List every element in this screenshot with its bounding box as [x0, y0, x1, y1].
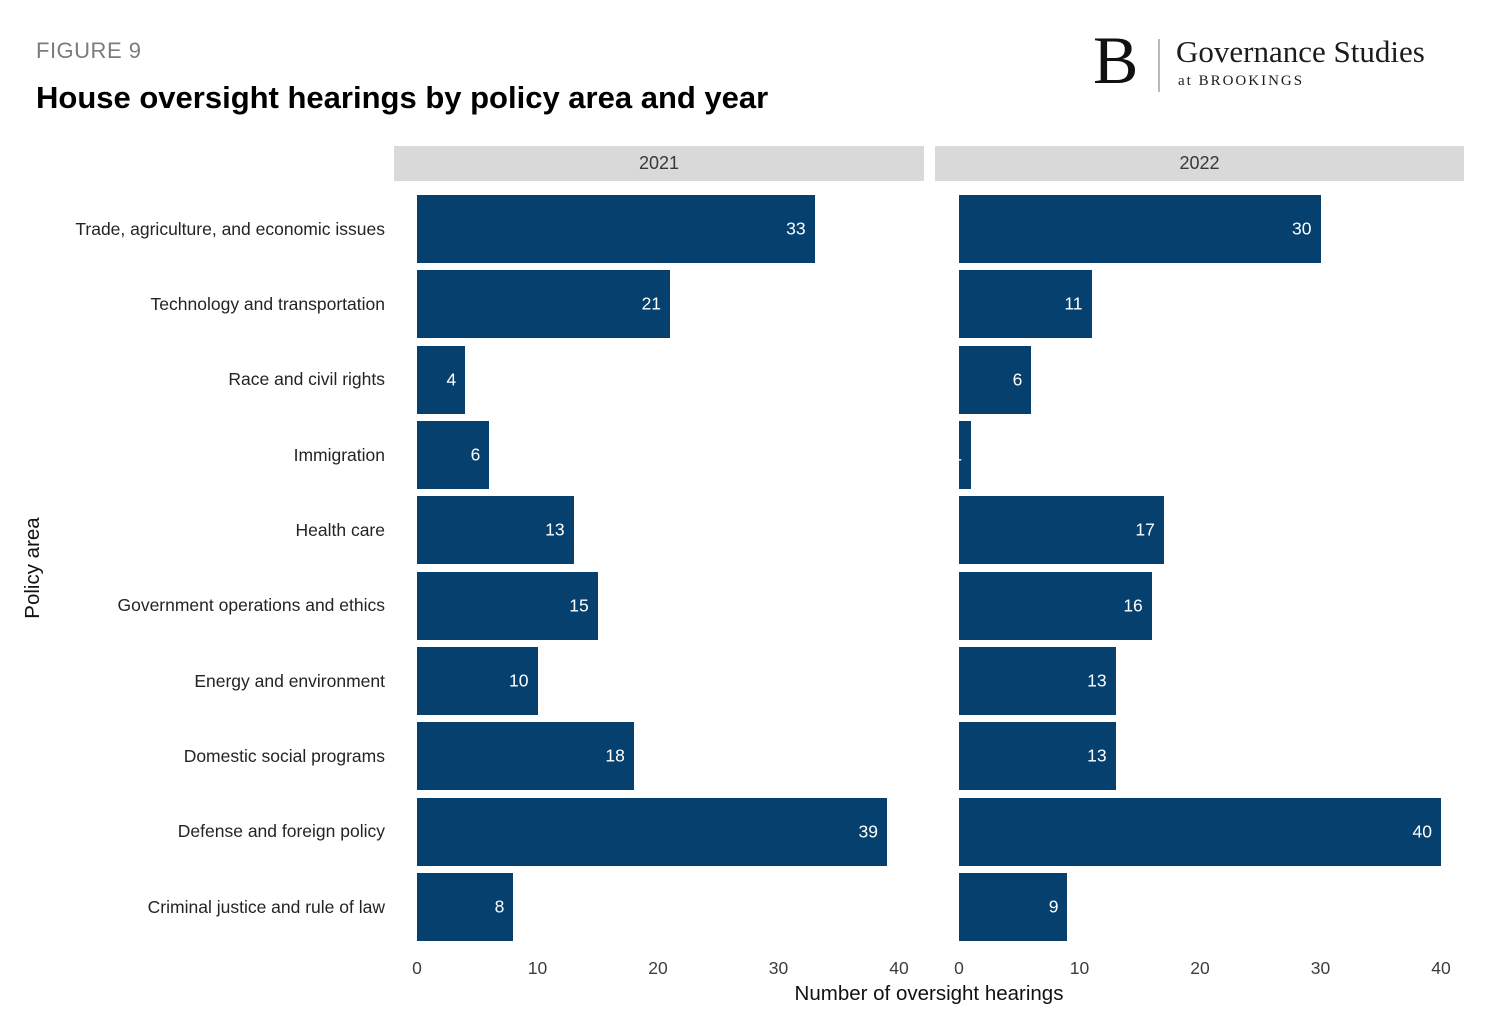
bar-value-label: 21 [641, 293, 662, 314]
bar-value-label: 13 [1087, 670, 1107, 691]
bar-2022-row-9: 9 [959, 873, 1068, 942]
bar-2022-row-3: 1 [959, 421, 972, 490]
bar-value-label: 18 [605, 745, 625, 766]
bar-value-label: 17 [1135, 519, 1155, 540]
x-tick-label: 20 [1190, 958, 1210, 978]
bar-2021-row-8: 39 [417, 797, 887, 866]
brookings-b-monogram-icon: B [1093, 22, 1139, 98]
category-label: Criminal justice and rule of law [147, 896, 385, 917]
bar-value-label: 13 [1087, 745, 1107, 766]
bar-2021-row-4: 13 [417, 496, 574, 565]
facet-strip-2022: 2022 [935, 146, 1464, 181]
x-axis-title: Number of oversight hearings [794, 982, 1064, 1005]
bar-value-label: 11 [1064, 293, 1083, 314]
category-label: Domestic social programs [183, 745, 385, 766]
bar-value-label: 8 [494, 896, 505, 917]
x-tick-label: 10 [527, 958, 548, 978]
bar-value-label: 16 [1123, 595, 1143, 616]
bar-2022-row-7: 13 [959, 722, 1116, 791]
bar-value-label: 33 [786, 218, 806, 239]
facet-strip-2021-label: 2021 [638, 153, 680, 173]
brand-name: Governance Studies [1176, 34, 1425, 69]
bar-value-label: 13 [545, 519, 565, 540]
category-label: Government operations and ethics [117, 595, 385, 616]
x-tick-label: 30 [1310, 958, 1331, 978]
bar-2021-row-9: 8 [417, 873, 514, 942]
x-tick-label: 40 [889, 958, 909, 978]
bar-value-label: 10 [509, 670, 529, 691]
x-tick-label: 40 [1431, 958, 1451, 978]
category-label: Energy and environment [194, 670, 385, 691]
bar-2021-row-7: 18 [417, 722, 634, 791]
bar-value-label: 30 [1292, 218, 1312, 239]
bar-value-label: 6 [470, 444, 481, 465]
bar-value-label: 4 [446, 369, 457, 390]
bar-2022-row-0: 30 [959, 195, 1321, 263]
bar-2022-row-2: 6 [959, 345, 1032, 414]
category-label: Technology and transportation [150, 293, 385, 314]
category-label: Defense and foreign policy [177, 821, 385, 842]
brand-subtitle: at BROOKINGS [1178, 73, 1305, 89]
category-label: Health care [295, 519, 386, 540]
bar-value-label: 15 [569, 595, 589, 616]
bar-2021-row-6: 10 [417, 647, 538, 716]
x-tick-label: 20 [648, 958, 668, 978]
bar-value-label: 39 [858, 821, 878, 842]
figure-label: FIGURE 9 [36, 38, 142, 63]
brand-divider [1158, 39, 1160, 92]
bar-2022-row-1: 11 [959, 270, 1092, 339]
page-title: House oversight hearings by policy area … [36, 80, 769, 115]
facet-strip-2022-label: 2022 [1179, 153, 1220, 173]
x-tick-label: 10 [1069, 958, 1090, 978]
bar-value-label: 9 [1048, 896, 1059, 917]
bar-2021-row-5: 15 [417, 571, 598, 640]
bar-2022-row-8: 40 [959, 797, 1441, 866]
bar-value-label: 6 [1012, 369, 1023, 390]
category-label: Race and civil rights [228, 369, 385, 390]
x-tick-label: 0 [954, 958, 964, 978]
facet-strip-2021: 2021 [394, 146, 924, 181]
bar-2022-row-6: 13 [959, 647, 1116, 716]
category-label: Immigration [293, 444, 385, 465]
x-tick-label: 30 [768, 958, 789, 978]
bar-value-label: 1 [959, 445, 962, 466]
bar-2022-row-4: 17 [959, 496, 1164, 565]
bar-2021-row-2: 4 [417, 345, 466, 414]
bar-2021-row-3: 6 [417, 421, 490, 490]
category-label: Trade, agriculture, and economic issues [75, 218, 385, 239]
brand-logo: B Governance Studies at BROOKINGS [1085, 26, 1485, 106]
x-tick-label: 0 [412, 958, 422, 978]
y-axis-title: Policy area [21, 517, 44, 619]
bar-value-label: 40 [1412, 821, 1432, 842]
bar-2021-row-0: 33 [417, 195, 815, 263]
bar-2021-row-1: 21 [417, 270, 671, 339]
bar-2022-row-5: 16 [959, 571, 1152, 640]
